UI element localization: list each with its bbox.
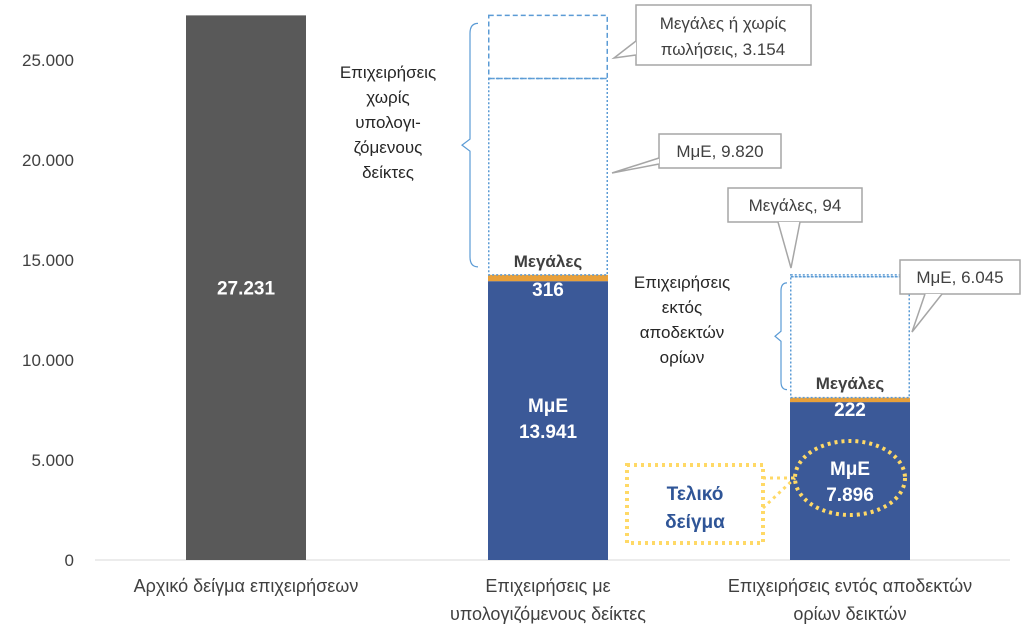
y-tick-label: 15.000 [22, 251, 74, 270]
data-label: Μεγάλες [514, 252, 583, 271]
y-tick-label: 10.000 [22, 351, 74, 370]
data-label: 7.896 [826, 485, 874, 506]
highlight-ellipse [793, 439, 907, 517]
annotation-text: υπολογι- [355, 113, 421, 132]
data-label: Μεγάλες [816, 374, 885, 393]
x-tick-label: Επιχειρήσεις εντός αποδεκτών [728, 576, 972, 596]
callout-pointer [611, 157, 660, 174]
callout-pointer [611, 40, 637, 60]
data-label: 27.231 [217, 279, 276, 300]
annotation-text: δείκτες [362, 163, 414, 182]
annotation-text: εκτός [662, 298, 702, 317]
data-label: 222 [834, 400, 866, 421]
callout-label: Μεγάλες, 94 [749, 196, 842, 215]
callout-box [635, 4, 812, 66]
final-sample-pointer [761, 476, 797, 510]
final-sample-box [625, 463, 765, 545]
bar-segment [790, 397, 910, 403]
brace-bracket [774, 282, 788, 391]
y-tick-label: 0 [65, 551, 74, 570]
data-label: ΜμΕ [830, 459, 870, 480]
y-tick-label: 5.000 [31, 451, 74, 470]
bar-segment [488, 14, 608, 80]
bar-segment [488, 274, 608, 282]
final-sample-label: δείγμα [665, 512, 725, 533]
y-tick-label: 20.000 [22, 151, 74, 170]
annotation-text: ζόμενους [354, 138, 423, 157]
bar-segment [488, 281, 608, 560]
x-axis-labels: Αρχικό δείγμα επιχειρήσεων Επιχειρήσεις μ… [134, 576, 972, 624]
brace-bracket [461, 22, 479, 268]
data-label: ΜμΕ [528, 396, 568, 417]
data-label: 316 [532, 280, 564, 301]
callout-label: ΜμΕ, 9.820 [676, 142, 763, 161]
y-tick-label: 25.000 [22, 51, 74, 70]
annotation-text: ορίων [660, 348, 705, 367]
annotations: 27.231 ΜμΕ 13.941 316 Μεγάλες Επιχειρήσεις χωρ… [217, 4, 1021, 545]
annotation-text: χωρίς [366, 88, 409, 107]
callout-label: Μεγάλες ή χωρίς [660, 14, 787, 33]
annotation-text: Επιχειρήσεις [340, 63, 436, 82]
x-tick-label: Αρχικό δείγμα επιχειρήσεων [134, 576, 359, 596]
bar-segment [790, 402, 910, 560]
callout-box [899, 259, 1021, 295]
x-tick-label: ορίων δεικτών [793, 604, 906, 624]
callout-label: ΜμΕ, 6.045 [916, 268, 1003, 287]
bar-segment [488, 77, 608, 276]
bars [186, 14, 910, 560]
callout-pointer [777, 221, 801, 269]
annotation-text: Επιχειρήσεις [634, 273, 730, 292]
data-label: 13.941 [519, 422, 578, 443]
callout-label: πωλήσεις, 3.154 [661, 40, 785, 59]
bar-segment [186, 15, 306, 560]
callout-pointer [911, 293, 943, 333]
x-tick-label: Επιχειρήσεις με [485, 576, 610, 596]
callout-box [658, 133, 782, 169]
final-sample-label: Τελικό [667, 484, 724, 505]
x-tick-label: υπολογιζόμενους δείκτες [450, 604, 646, 624]
annotation-text: αποδεκτών [640, 323, 725, 342]
